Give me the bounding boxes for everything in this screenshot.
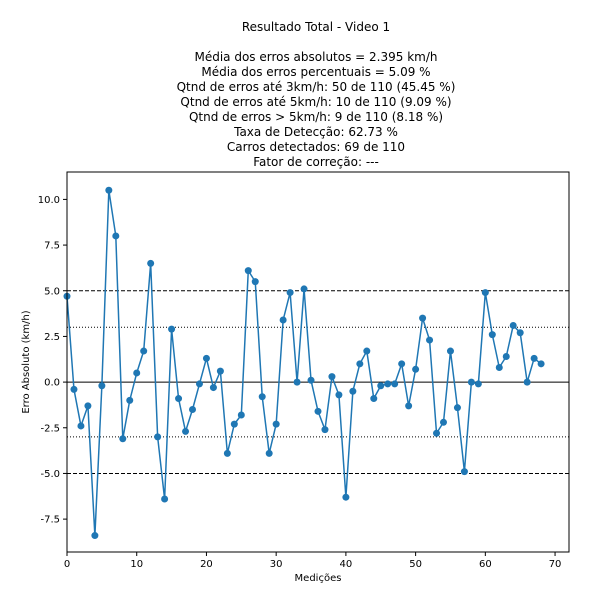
data-point	[105, 187, 112, 194]
data-point	[189, 406, 196, 413]
data-point	[328, 373, 335, 380]
data-point	[475, 380, 482, 387]
x-tick-label: 70	[549, 559, 562, 570]
data-point	[524, 379, 531, 386]
plot-frame	[67, 172, 569, 552]
data-point	[84, 402, 91, 409]
x-tick-label: 10	[130, 559, 143, 570]
data-point	[440, 419, 447, 426]
data-point	[252, 278, 259, 285]
data-point	[308, 377, 315, 384]
data-point	[224, 450, 231, 457]
data-point	[517, 329, 524, 336]
data-point	[91, 532, 98, 539]
data-point	[510, 322, 517, 329]
data-point	[447, 348, 454, 355]
data-point	[482, 289, 489, 296]
data-point	[412, 366, 419, 373]
data-point	[168, 326, 175, 333]
y-tick-label: 5.0	[44, 286, 60, 297]
data-point	[468, 379, 475, 386]
x-tick-label: 20	[200, 559, 213, 570]
data-point	[531, 355, 538, 362]
reference-lines	[67, 291, 569, 474]
data-point	[503, 353, 510, 360]
data-point	[398, 360, 405, 367]
data-point	[454, 404, 461, 411]
data-point	[119, 435, 126, 442]
data-point	[538, 360, 545, 367]
x-tick-label: 60	[479, 559, 492, 570]
data-point	[273, 421, 280, 428]
x-tick-label: 30	[270, 559, 283, 570]
data-point	[231, 421, 238, 428]
data-point	[266, 450, 273, 457]
data-point	[349, 388, 356, 395]
data-point	[245, 267, 252, 274]
data-point	[287, 289, 294, 296]
x-axis-label: Medições	[295, 573, 342, 584]
data-point	[98, 382, 105, 389]
series-line	[67, 190, 541, 535]
y-tick-label: 2.5	[44, 332, 60, 343]
y-tick-label: 7.5	[44, 241, 60, 252]
data-point	[489, 331, 496, 338]
data-point	[433, 430, 440, 437]
data-point	[419, 315, 426, 322]
data-point	[377, 382, 384, 389]
data-point	[161, 496, 168, 503]
data-point	[203, 355, 210, 362]
data-point	[405, 402, 412, 409]
data-point	[496, 364, 503, 371]
y-tick-label: -5.0	[40, 469, 60, 480]
data-point	[112, 232, 119, 239]
y-tick-label: -7.5	[40, 515, 60, 526]
data-point	[154, 433, 161, 440]
series-layer	[64, 187, 545, 539]
y-tick-label: -2.5	[40, 423, 60, 434]
data-point	[126, 397, 133, 404]
data-point	[210, 384, 217, 391]
data-point	[335, 391, 342, 398]
data-point	[175, 395, 182, 402]
data-point	[196, 380, 203, 387]
data-point	[217, 368, 224, 375]
data-point	[294, 379, 301, 386]
x-tick-label: 50	[409, 559, 422, 570]
data-point	[133, 369, 140, 376]
data-point	[140, 348, 147, 355]
data-point	[77, 422, 84, 429]
data-point	[391, 380, 398, 387]
x-axis: 0 10 20 30 40 50 60 70	[64, 552, 562, 570]
data-point	[363, 348, 370, 355]
data-point	[315, 408, 322, 415]
y-tick-label: 10.0	[38, 195, 60, 206]
y-tick-label: 0.0	[44, 378, 60, 389]
data-point	[301, 285, 308, 292]
y-axis-label: Erro Absoluto (km/h)	[21, 310, 32, 413]
data-point	[70, 386, 77, 393]
data-point	[182, 428, 189, 435]
data-point	[384, 380, 391, 387]
data-point	[370, 395, 377, 402]
x-tick-label: 40	[340, 559, 353, 570]
data-point	[321, 426, 328, 433]
data-point	[426, 337, 433, 344]
y-axis: -7.5 -5.0 -2.5 0.0 2.5 5.0 7.5 10.0	[38, 195, 67, 526]
data-point	[280, 316, 287, 323]
data-point	[238, 411, 245, 418]
data-point	[342, 494, 349, 501]
data-point	[259, 393, 266, 400]
data-point	[147, 260, 154, 267]
data-point	[461, 468, 468, 475]
data-point	[356, 360, 363, 367]
x-tick-label: 0	[64, 559, 70, 570]
